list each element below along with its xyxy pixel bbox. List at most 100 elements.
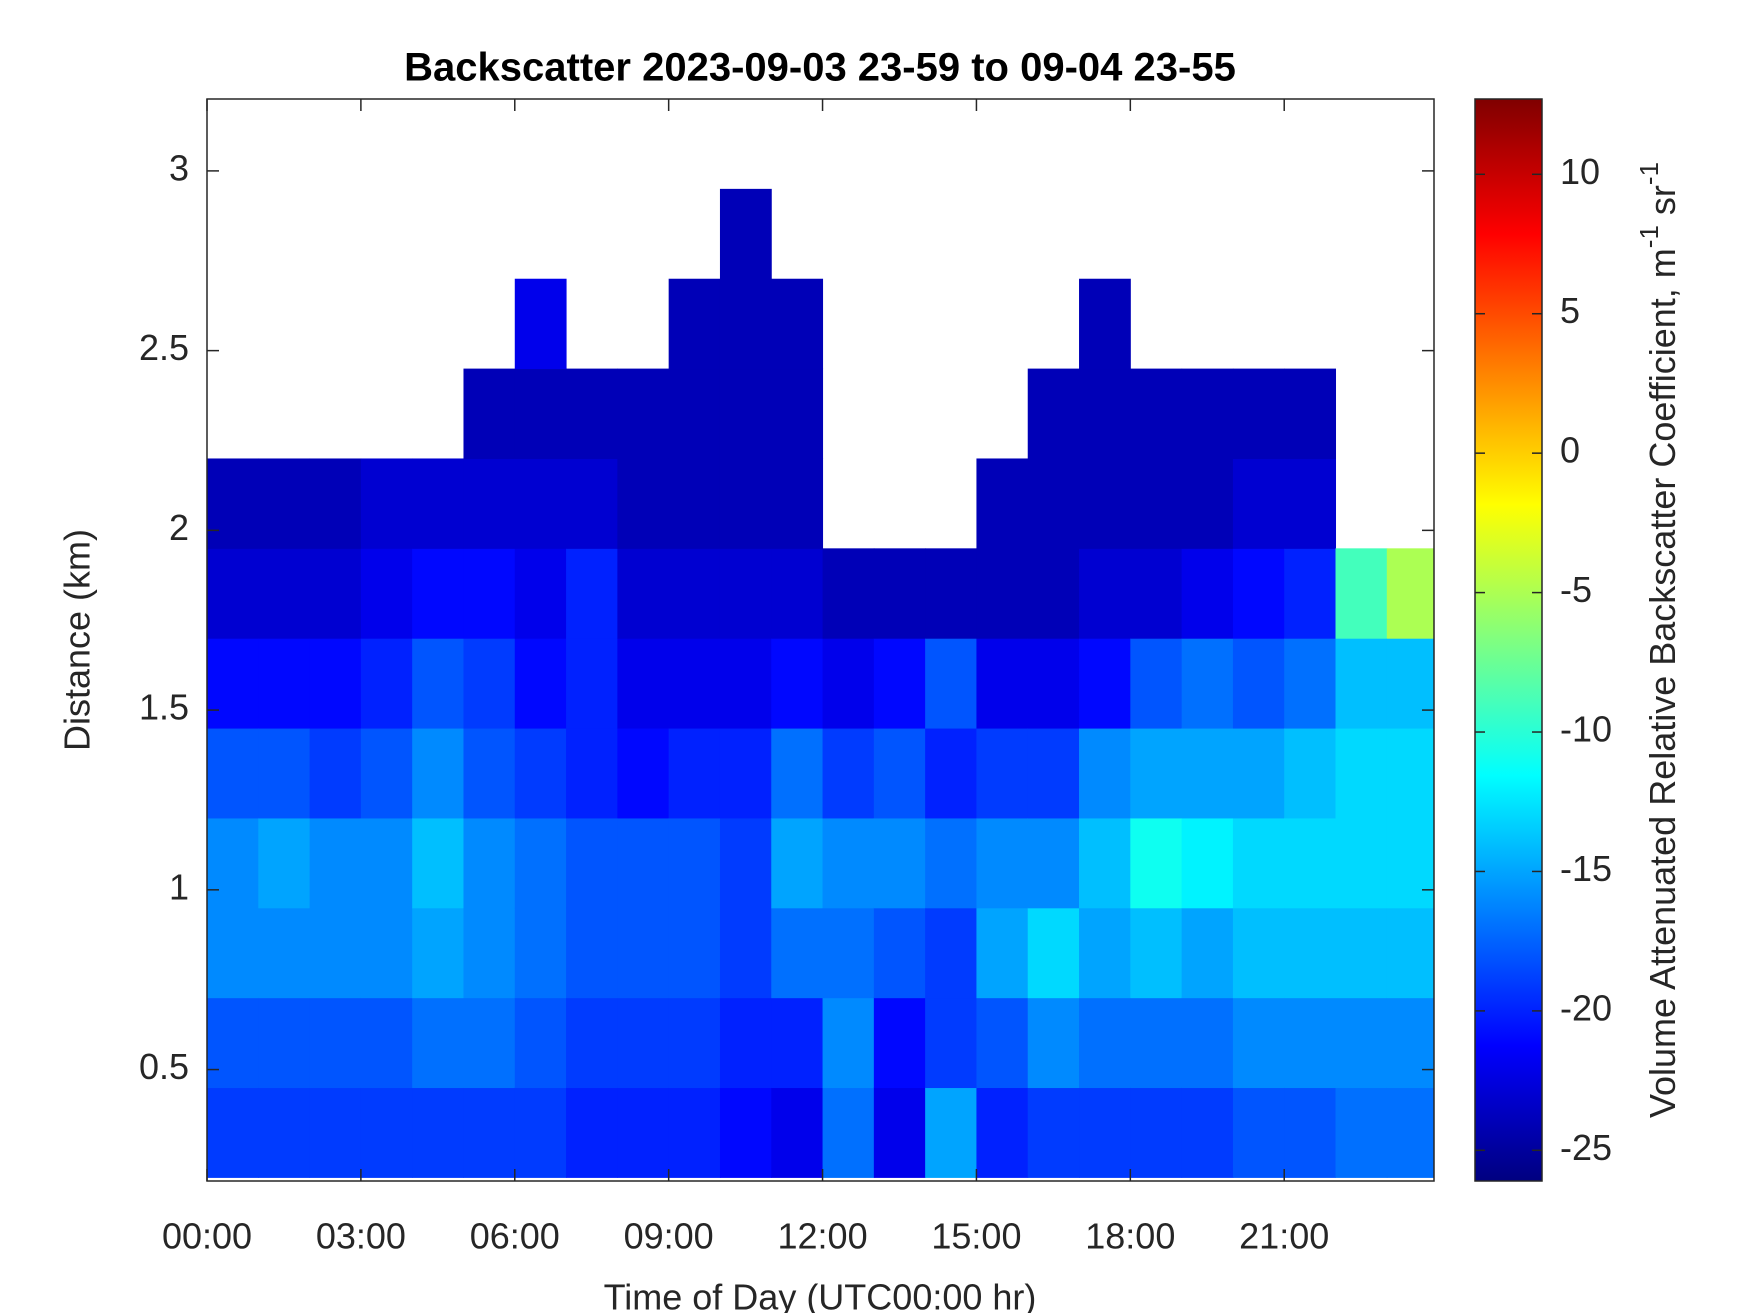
heatmap-cell [925,548,977,639]
heatmap-cell [258,1087,311,1178]
heatmap-cell [514,997,567,1089]
heatmap-cell [412,1087,464,1178]
heatmap-cell [1079,368,1131,459]
heatmap-cell [1079,1087,1131,1178]
x-tick-label: 09:00 [624,1216,714,1257]
heatmap-cell [1079,997,1131,1089]
heatmap-cell [617,458,670,549]
heatmap-cell [207,1087,259,1178]
heatmap-cell [771,638,824,729]
heatmap-cell [1079,817,1131,909]
heatmap-cell [1284,997,1337,1089]
heatmap-cell [976,728,1029,819]
heatmap-cell [719,188,772,280]
heatmap-cell [1181,368,1234,459]
heatmap-cell [1079,907,1131,999]
heatmap-cell [1232,817,1285,909]
heatmap-cell [463,817,516,909]
heatmap-cell [514,638,567,729]
heatmap-cell [1079,278,1131,370]
heatmap-cell [360,997,413,1089]
heatmap-cell [873,728,926,819]
y-tick-label: 2.5 [139,327,189,368]
heatmap-cell [1335,728,1388,819]
colorbar-tick-label: 0 [1560,430,1580,471]
heatmap-cell [1284,907,1337,999]
heatmap-cell [1232,638,1285,729]
heatmap-cell [1386,997,1434,1089]
heatmap-cell [1386,907,1434,999]
colorbar-tick-label: 5 [1560,290,1580,331]
heatmap-cell [1232,1087,1285,1178]
heatmap-cell [463,548,516,639]
heatmap-cell [360,548,413,639]
heatmap-cell [719,907,772,999]
heatmap-cell [566,817,618,909]
heatmap-cell [925,817,977,909]
heatmap-cell [668,368,721,459]
heatmap-cell [617,997,670,1089]
heatmap-cell [207,997,259,1089]
heatmap-cell [360,907,413,999]
heatmap-cell [1284,1087,1337,1178]
heatmap-cell [258,728,311,819]
heatmap-cell [463,638,516,729]
heatmap-cell [1232,997,1285,1089]
heatmap-cell [360,817,413,909]
heatmap-cell [1232,548,1285,639]
heatmap-cell [771,458,824,549]
heatmap-cell [617,907,670,999]
heatmap-cell [771,368,824,459]
heatmap-cell [1284,368,1337,459]
heatmap-cell [1386,817,1434,909]
heatmap-cell [771,817,824,909]
x-tick-label: 12:00 [778,1216,868,1257]
heatmap-cell [1027,638,1080,729]
heatmap-cell [463,368,516,459]
heatmap-cell [617,638,670,729]
heatmap-cell [514,728,567,819]
heatmap-cell [1232,368,1285,459]
heatmap-cell [1130,458,1183,549]
heatmap-cell [873,907,926,999]
colorbar-tick-label: -25 [1560,1127,1612,1168]
heatmap-cell [514,278,567,370]
heatmap-cell [1386,638,1434,729]
colorbar [1474,98,1543,1182]
y-tick-label: 3 [169,147,189,188]
heatmap-cell [566,997,618,1089]
heatmap-cell [1284,458,1337,549]
heatmap-cell [976,548,1029,639]
heatmap-cell [668,728,721,819]
heatmap-cell [566,1087,618,1178]
heatmap-cell [566,368,618,459]
heatmap-cell [1181,817,1234,909]
heatmap-cell [925,907,977,999]
heatmap-cell [1386,548,1434,639]
heatmap-cell [719,278,772,370]
plot-frame [206,98,1435,1182]
heatmap-cell [1284,548,1337,639]
heatmap-cell [1130,997,1183,1089]
x-tick-label: 18:00 [1085,1216,1175,1257]
heatmap-cell [617,817,670,909]
heatmap-cell [1181,728,1234,819]
heatmap-cell [1232,458,1285,549]
superscript: -1 [1634,225,1664,248]
heatmap-cell [1079,638,1131,729]
heatmap-cell [258,817,311,909]
heatmap-cell [668,817,721,909]
heatmap-cell [463,997,516,1089]
heatmap-cell [617,548,670,639]
heatmap-cell [207,458,259,549]
heatmap-cell [412,817,464,909]
heatmap-cell [207,728,259,819]
x-tick-label: 06:00 [470,1216,560,1257]
x-tick-label: 15:00 [931,1216,1021,1257]
heatmap-cell [309,817,362,909]
heatmap-cell [719,817,772,909]
x-axis-label: Time of Day (UTC00:00 hr) [604,1277,1037,1313]
heatmap-cell [1181,548,1234,639]
heatmap-cell [668,907,721,999]
heatmap-cell [360,728,413,819]
